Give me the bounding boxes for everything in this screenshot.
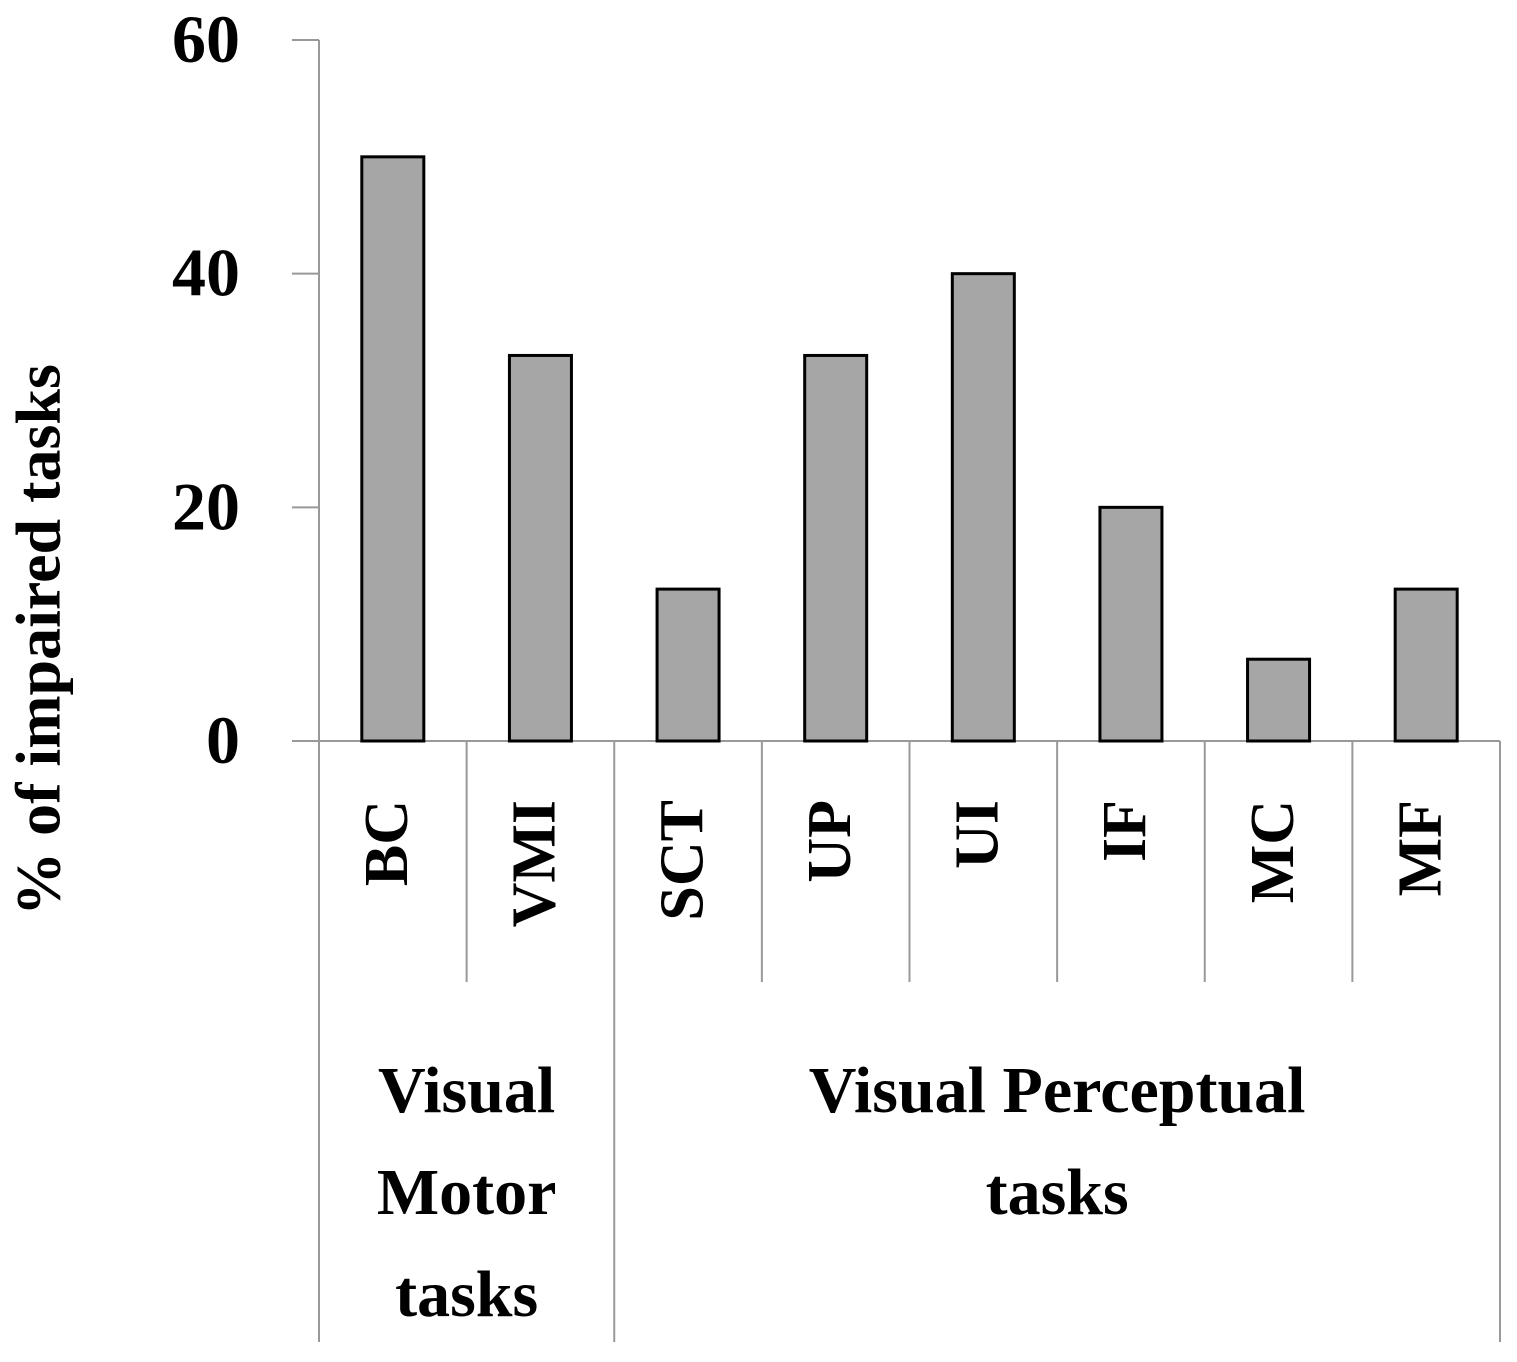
bar bbox=[655, 587, 721, 743]
group-label: Visual bbox=[378, 1054, 555, 1127]
group-label: tasks bbox=[395, 1258, 538, 1331]
bar bbox=[950, 272, 1016, 743]
group-label: Motor bbox=[377, 1156, 557, 1229]
x-tick-label: VMI bbox=[501, 800, 569, 927]
bar bbox=[1098, 505, 1164, 743]
group-label: tasks bbox=[986, 1156, 1129, 1229]
x-tick-label: MC bbox=[1239, 800, 1307, 903]
bar bbox=[507, 353, 573, 743]
bar bbox=[803, 353, 869, 743]
x-tick-label: SCT bbox=[648, 800, 716, 921]
bar bbox=[360, 155, 426, 743]
y-tick-label: 0 bbox=[206, 702, 240, 778]
bar bbox=[1393, 587, 1459, 743]
x-tick-label: IF bbox=[1091, 800, 1159, 862]
group-label: Visual Perceptual bbox=[809, 1054, 1306, 1127]
y-axis-title: % of impaired tasks bbox=[3, 364, 74, 916]
y-tick-label: 60 bbox=[172, 1, 240, 77]
y-tick-label: 40 bbox=[172, 235, 240, 311]
x-tick-label: MF bbox=[1386, 800, 1454, 896]
bar bbox=[1246, 657, 1312, 743]
y-tick-label: 20 bbox=[172, 468, 240, 544]
x-tick-label: BC bbox=[353, 800, 421, 886]
x-tick-label: UI bbox=[944, 800, 1012, 869]
x-tick-label: UP bbox=[796, 800, 864, 883]
